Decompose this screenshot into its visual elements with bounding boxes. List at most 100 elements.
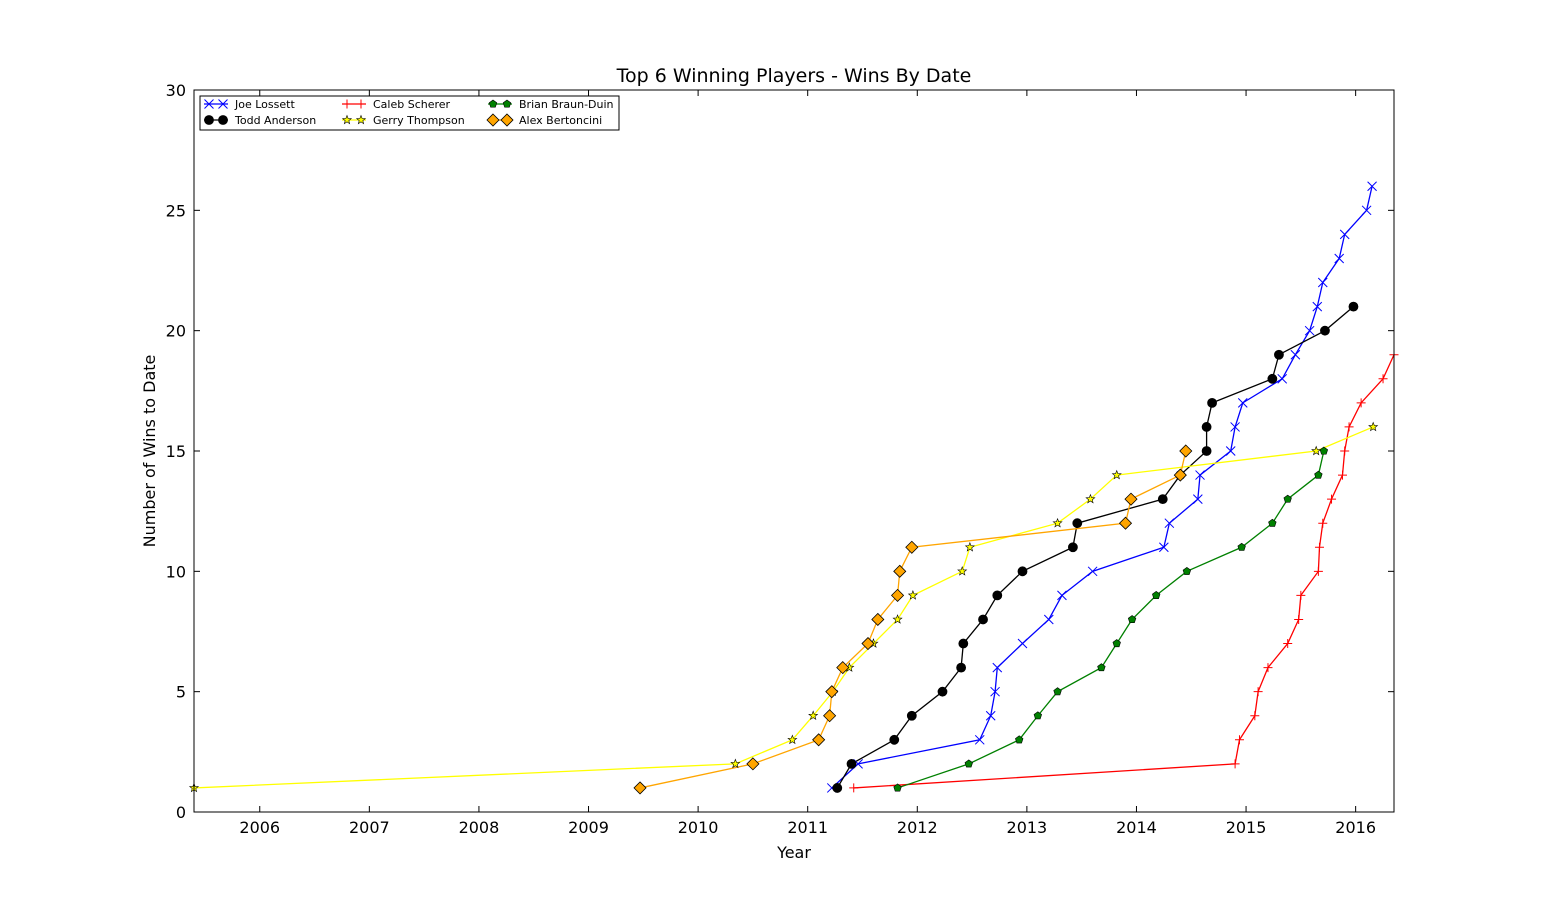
data-point-caleb-scherer [1234, 735, 1244, 745]
data-point-gerry-thompson [1052, 517, 1063, 528]
series-markers-joe-lossett [826, 181, 1377, 793]
data-point-gerry-thompson [964, 541, 975, 552]
series-line-alex-bertoncini [639, 450, 1187, 789]
axis-ticks: 2006 2007 2008 2009 2010 2011 2012 2013 2014 2015… [166, 81, 1394, 837]
data-point-alex-bertoncini [836, 661, 850, 675]
x-tick-label: 2006 [239, 818, 280, 837]
data-point-brian-braun-duin [1015, 735, 1024, 744]
data-point-brian-braun-duin [1319, 446, 1329, 455]
data-point-todd-anderson [906, 710, 917, 721]
data-point-joe-lossett [1304, 325, 1315, 336]
data-point-caleb-scherer [1327, 494, 1337, 504]
data-point-todd-anderson [1267, 373, 1278, 384]
data-point-alex-bertoncini [825, 685, 839, 699]
x-tick-label: 2016 [1335, 818, 1376, 837]
legend-marker [341, 114, 353, 125]
y-tick-label: 20 [166, 322, 186, 341]
series-line-caleb-scherer [853, 354, 1395, 789]
x-tick-label: 2014 [1116, 818, 1157, 837]
legend-marker [486, 113, 500, 127]
data-point-brian-braun-duin [964, 759, 973, 768]
series-line-gerry-thompson [193, 426, 1374, 789]
y-tick-label: 15 [166, 442, 186, 461]
data-point-joe-lossett [990, 686, 1000, 697]
x-tick-label: 2015 [1226, 818, 1267, 837]
data-point-alex-bertoncini [1118, 516, 1133, 530]
data-point-joe-lossett [1159, 542, 1169, 553]
data-point-gerry-thompson [1368, 421, 1379, 432]
data-point-caleb-scherer [1318, 518, 1328, 528]
data-point-joe-lossett [1312, 301, 1323, 312]
data-point-caleb-scherer [1294, 614, 1304, 624]
series-line-joe-lossett [831, 186, 1373, 789]
data-point-todd-anderson [1068, 542, 1078, 553]
legend-box [199, 95, 620, 131]
legend-marker [355, 114, 367, 125]
data-point-joe-lossett [1334, 253, 1345, 264]
data-point-todd-anderson [1201, 446, 1212, 456]
data-point-joe-lossett [974, 734, 985, 745]
data-point-todd-anderson [978, 614, 988, 625]
data-point-joe-lossett [1087, 566, 1098, 577]
data-point-joe-lossett [1361, 205, 1372, 216]
data-point-alex-bertoncini [871, 612, 885, 627]
data-point-joe-lossett [1195, 470, 1205, 480]
data-point-gerry-thompson [787, 734, 798, 745]
data-point-brian-braun-duin [1053, 687, 1062, 696]
data-point-brian-braun-duin [1112, 639, 1121, 648]
data-point-joe-lossett [1339, 229, 1350, 240]
data-point-brian-braun-duin [1097, 663, 1106, 672]
x-tick-label: 2010 [678, 818, 719, 837]
legend-marker [488, 99, 498, 108]
legend-marker [218, 115, 228, 125]
data-point-todd-anderson [992, 590, 1003, 601]
data-point-todd-anderson [956, 662, 967, 673]
data-point-caleb-scherer [1356, 398, 1366, 408]
data-point-brian-braun-duin [1283, 494, 1292, 503]
data-point-gerry-thompson [907, 590, 918, 600]
data-point-joe-lossett [1017, 638, 1028, 649]
data-point-gerry-thompson [808, 710, 819, 721]
legend-label: Todd Anderson [234, 114, 316, 127]
y-tick-label: 25 [166, 201, 186, 220]
series-markers-alex-bertoncini [633, 444, 1193, 795]
data-point-joe-lossett [1164, 518, 1175, 529]
data-point-joe-lossett [1277, 373, 1288, 384]
data-point-brian-braun-duin [1127, 615, 1137, 624]
data-point-joe-lossett [1225, 446, 1236, 456]
legend-label: Gerry Thompson [373, 114, 465, 127]
y-tick-label: 5 [176, 683, 186, 702]
data-point-alex-bertoncini [746, 757, 760, 771]
data-point-todd-anderson [1157, 494, 1168, 505]
y-tick-label: 10 [166, 562, 186, 581]
x-tick-label: 2012 [897, 818, 938, 837]
data-point-gerry-thompson [730, 758, 741, 769]
data-point-alex-bertoncini [1173, 468, 1187, 482]
data-point-joe-lossett [985, 710, 996, 721]
data-point-alex-bertoncini [861, 636, 875, 651]
series-line-brian-braun-duin [897, 450, 1325, 789]
legend-marker [356, 99, 366, 109]
data-point-caleb-scherer [1378, 374, 1388, 384]
data-point-todd-anderson [1320, 325, 1330, 336]
data-point-todd-anderson [1207, 397, 1217, 408]
data-point-todd-anderson [846, 758, 857, 769]
data-point-alex-bertoncini [823, 709, 837, 723]
data-point-todd-anderson [1201, 422, 1212, 432]
data-point-alex-bertoncini [1124, 492, 1138, 506]
y-axis-label: Number of Wins to Date [140, 355, 159, 548]
legend-entry-alex-bertoncini: Alex Bertoncini [486, 113, 602, 127]
data-point-joe-lossett [1057, 590, 1067, 601]
data-point-gerry-thompson [1311, 445, 1322, 456]
data-point-caleb-scherer [1340, 446, 1350, 456]
data-point-joe-lossett [1237, 398, 1248, 408]
legend-label: Joe Lossett [234, 98, 295, 111]
series-markers-caleb-scherer [849, 350, 1399, 793]
data-point-brian-braun-duin [1314, 470, 1323, 479]
x-tick-label: 2007 [349, 818, 390, 837]
legend-label: Brian Braun-Duin [519, 98, 614, 111]
legend-entry-brian-braun-duin: Brian Braun-Duin [488, 98, 614, 111]
data-point-todd-anderson [832, 783, 843, 793]
x-axis-label: Year [776, 843, 811, 862]
legend-entry-joe-lossett: Joe Lossett [204, 98, 295, 111]
